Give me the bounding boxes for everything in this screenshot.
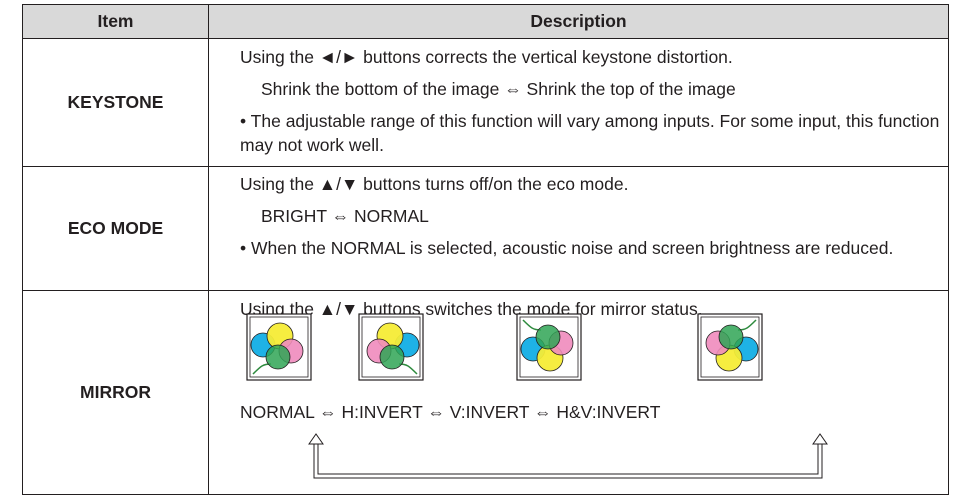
text-note: • The adjustable range of this function … bbox=[240, 111, 940, 155]
text-line: BRIGHT ⇔ NORMAL bbox=[261, 206, 429, 226]
cycle-arrow bbox=[308, 433, 828, 479]
text-note: • When the NORMAL is selected, acoustic … bbox=[240, 238, 894, 258]
text-line: NORMAL ⇔ H:INVERT ⇔ V:INVERT ⇔ H&V:INVER… bbox=[240, 402, 661, 422]
v-invert-icon bbox=[516, 313, 582, 381]
hv-invert-icon bbox=[697, 313, 763, 381]
description-cell bbox=[208, 290, 949, 495]
h-invert-icon bbox=[358, 313, 424, 381]
text-line: Using the ◄/► buttons corrects the verti… bbox=[240, 47, 733, 67]
text-line: Using the ▲/▼ buttons switches the mode … bbox=[240, 299, 703, 319]
normal-icon bbox=[246, 313, 312, 381]
text-line: Shrink the bottom of the image ⇔ Shrink … bbox=[261, 79, 736, 99]
text-line: Using the ▲/▼ buttons turns off/on the e… bbox=[240, 174, 629, 194]
header-item: Item bbox=[22, 4, 209, 39]
